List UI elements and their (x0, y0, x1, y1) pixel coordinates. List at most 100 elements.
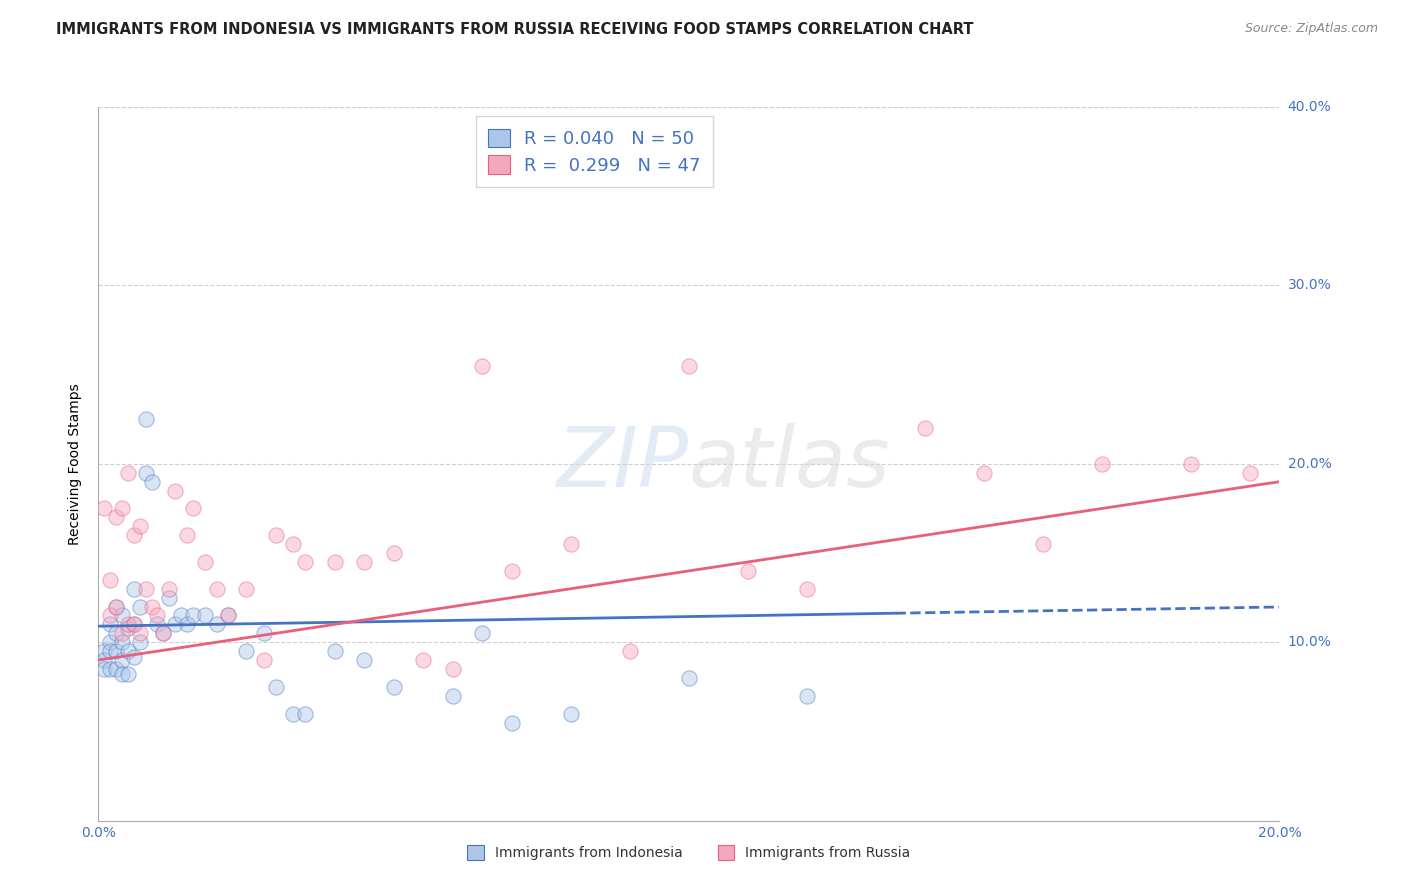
Point (181, 608, 204, 623)
Point (146, 608, 169, 623)
Point (323, 644, 346, 658)
Point (294, 706, 316, 721)
Point (471, 359, 494, 373)
Point (122, 582, 145, 596)
Point (253, 626, 276, 640)
Point (122, 649, 145, 664)
Point (170, 608, 193, 623)
Point (1239, 466, 1261, 480)
Point (353, 653, 375, 667)
Point (117, 621, 139, 635)
Point (111, 635, 134, 649)
Point (441, 689, 464, 703)
Point (737, 564, 759, 578)
Point (235, 582, 257, 596)
Point (796, 689, 818, 703)
Legend: Immigrants from Indonesia, Immigrants from Russia: Immigrants from Indonesia, Immigrants fr… (460, 838, 918, 867)
Point (294, 555, 316, 569)
Point (117, 617, 139, 632)
Point (105, 662, 128, 676)
Point (157, 591, 180, 605)
Point (217, 608, 239, 623)
Point (560, 537, 582, 551)
Text: ZIP: ZIP (557, 424, 689, 504)
Point (501, 715, 523, 730)
Point (501, 564, 523, 578)
Point (141, 599, 163, 614)
Point (382, 680, 405, 694)
Point (122, 617, 145, 632)
Point (353, 555, 375, 569)
Point (98, 573, 121, 587)
Point (441, 662, 464, 676)
Point (283, 537, 305, 551)
Point (111, 626, 134, 640)
Point (205, 617, 228, 632)
Point (152, 626, 174, 640)
Point (122, 617, 145, 632)
Point (678, 359, 700, 373)
Point (176, 528, 198, 542)
Text: 40.0%: 40.0% (1288, 100, 1331, 114)
Point (217, 608, 239, 623)
Point (111, 608, 134, 623)
Point (1091, 457, 1114, 471)
Text: atlas: atlas (689, 424, 890, 504)
Point (111, 501, 134, 516)
Point (105, 599, 128, 614)
Point (973, 466, 995, 480)
Point (253, 653, 276, 667)
Point (111, 667, 134, 681)
Point (128, 635, 150, 649)
Point (117, 644, 139, 658)
Point (98, 644, 121, 658)
Point (194, 608, 217, 623)
Point (122, 528, 145, 542)
Point (93, 501, 115, 516)
Point (560, 706, 582, 721)
Point (98, 617, 121, 632)
Text: 30.0%: 30.0% (1288, 278, 1331, 293)
Point (93, 653, 115, 667)
Point (135, 582, 157, 596)
Point (152, 626, 174, 640)
Text: 10.0%: 10.0% (1288, 635, 1331, 649)
Text: 20.0%: 20.0% (1288, 457, 1331, 471)
Point (382, 546, 405, 560)
Point (128, 519, 150, 533)
Point (165, 483, 187, 498)
Point (128, 626, 150, 640)
Point (1180, 457, 1202, 471)
Point (283, 706, 305, 721)
Point (264, 528, 287, 542)
Point (619, 644, 641, 658)
Point (141, 475, 163, 489)
Point (98, 662, 121, 676)
Point (117, 667, 139, 681)
Point (98, 608, 121, 623)
Point (205, 582, 228, 596)
Text: Source: ZipAtlas.com: Source: ZipAtlas.com (1244, 22, 1378, 36)
Text: IMMIGRANTS FROM INDONESIA VS IMMIGRANTS FROM RUSSIA RECEIVING FOOD STAMPS CORREL: IMMIGRANTS FROM INDONESIA VS IMMIGRANTS … (56, 22, 974, 37)
Point (105, 644, 128, 658)
Point (914, 421, 936, 435)
Point (412, 653, 434, 667)
Point (235, 644, 257, 658)
Point (264, 680, 287, 694)
Point (796, 582, 818, 596)
Point (194, 555, 217, 569)
Point (128, 599, 150, 614)
Point (176, 617, 198, 632)
Point (165, 617, 187, 632)
Point (98, 635, 121, 649)
Point (111, 653, 134, 667)
Point (678, 671, 700, 685)
Point (181, 501, 204, 516)
Point (93, 662, 115, 676)
Point (323, 555, 346, 569)
Point (117, 466, 139, 480)
Point (471, 626, 494, 640)
Point (93, 644, 115, 658)
Point (135, 466, 157, 480)
Point (135, 412, 157, 426)
